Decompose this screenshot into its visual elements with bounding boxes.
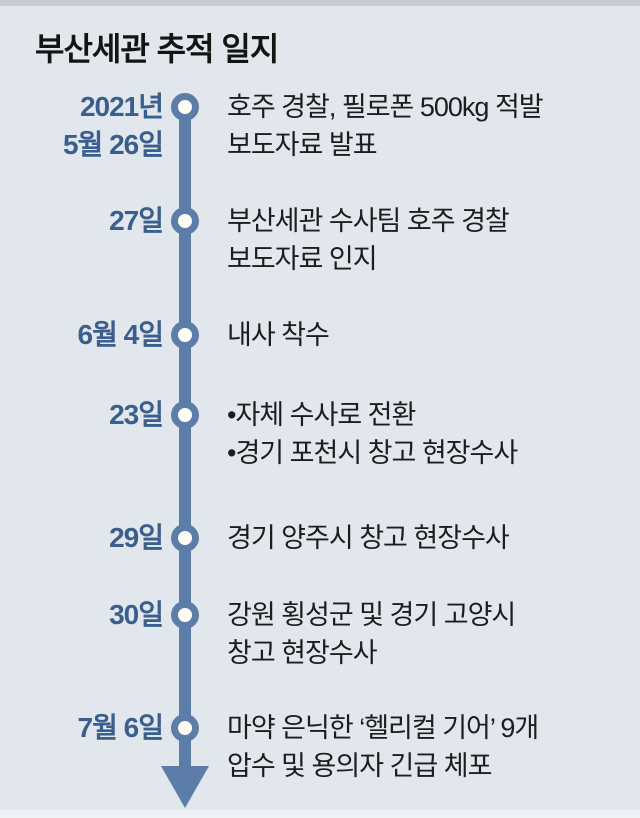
entry-text: 경기 양주시 창고 현장수사 <box>227 523 510 553</box>
entry-date: 2021년 5월 26일 <box>62 91 164 160</box>
timeline-node-icon <box>171 93 199 121</box>
entry-date: 27일 <box>109 205 164 236</box>
entry-text: 호주 경찰, 필로폰 500kg 적발 보도자료 발표 <box>227 92 544 160</box>
entry-text: 마약 은닉한 ‘헬리컬 기어’ 9개 압수 및 용의자 긴급 체포 <box>227 713 539 781</box>
entry-date: 29일 <box>109 522 164 553</box>
entry-text: 부산세관 수사팀 호주 경찰 보도자료 인지 <box>227 206 510 274</box>
bottom-edge-band <box>0 810 640 818</box>
timeline-node-icon <box>171 401 199 429</box>
timeline-node-icon <box>171 207 199 235</box>
entry-text: •자체 수사로 전환 •경기 포천시 창고 현장수사 <box>227 400 518 468</box>
arrow-down-icon <box>161 766 209 808</box>
timeline-node-icon <box>171 321 199 349</box>
timeline-node-icon <box>171 601 199 629</box>
entry-text: 강원 횡성군 및 경기 고양시 창고 현장수사 <box>227 600 516 668</box>
entry-date: 6월 4일 <box>77 319 164 350</box>
entry-date: 30일 <box>109 599 164 630</box>
entry-date: 7월 6일 <box>77 712 164 743</box>
timeline-node-icon <box>171 524 199 552</box>
top-edge-band <box>0 0 640 6</box>
entry-text: 내사 착수 <box>227 320 330 350</box>
entry-date: 23일 <box>109 399 164 430</box>
page-title: 부산세관 추적 일지 <box>35 31 279 67</box>
timeline-node-icon <box>171 714 199 742</box>
